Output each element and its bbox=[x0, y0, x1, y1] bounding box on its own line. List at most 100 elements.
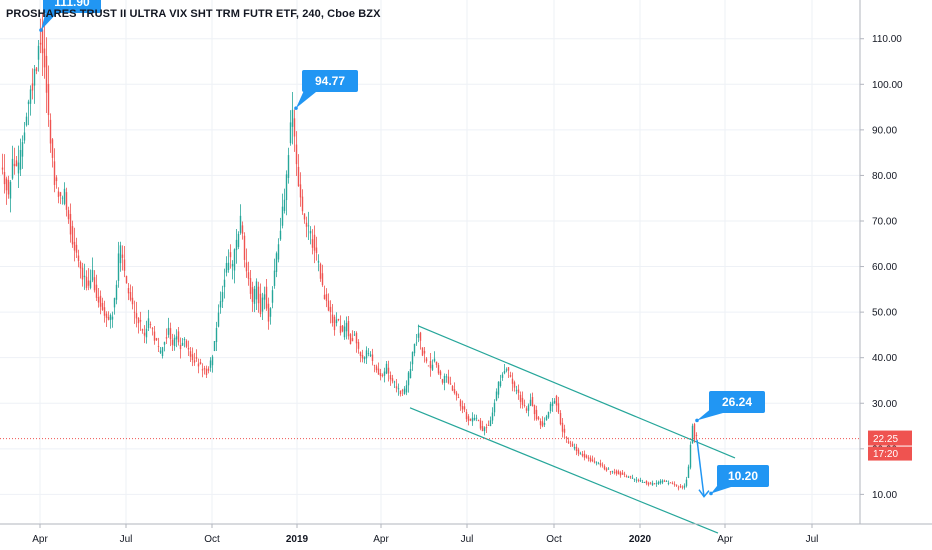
candle-body bbox=[557, 403, 560, 413]
candle-body bbox=[49, 119, 52, 144]
candle-body bbox=[535, 409, 538, 420]
candle-body bbox=[651, 482, 654, 486]
candle-body bbox=[309, 230, 312, 234]
candle-body bbox=[195, 357, 198, 359]
candle-body bbox=[3, 172, 6, 185]
candle-body bbox=[589, 457, 592, 462]
callout-box bbox=[302, 70, 358, 92]
candle-body bbox=[533, 405, 536, 415]
candle-body bbox=[657, 482, 660, 484]
candle-body bbox=[255, 281, 258, 300]
candle-body bbox=[373, 365, 376, 366]
candle-body bbox=[603, 466, 606, 470]
candle-body bbox=[673, 483, 676, 485]
y-tick-label: 70.00 bbox=[872, 216, 897, 227]
candle-body bbox=[695, 435, 698, 436]
candle-body bbox=[69, 213, 72, 235]
candle-body bbox=[541, 421, 544, 427]
candle-body bbox=[25, 116, 28, 126]
candle-body bbox=[217, 312, 220, 327]
candle-body bbox=[333, 316, 336, 331]
last-price-tag: 22.25 bbox=[868, 430, 912, 446]
candle-body bbox=[91, 269, 94, 281]
candle-body bbox=[301, 196, 304, 212]
candle-body bbox=[619, 472, 622, 476]
candle-body bbox=[659, 480, 662, 484]
candle-body bbox=[483, 427, 486, 432]
candle-body bbox=[395, 386, 398, 389]
candle-body bbox=[691, 425, 694, 444]
candle-body bbox=[63, 188, 66, 204]
candle-body bbox=[339, 325, 342, 333]
candle-body bbox=[369, 354, 372, 357]
candle-body bbox=[211, 356, 214, 366]
candle-body bbox=[125, 275, 128, 284]
y-tick-label: 90.00 bbox=[872, 125, 897, 136]
callout-anchor-dot bbox=[695, 418, 699, 423]
candle-body bbox=[319, 263, 322, 279]
candle-body bbox=[187, 347, 190, 350]
candle-body bbox=[197, 363, 200, 367]
candle-body bbox=[427, 365, 430, 367]
callout-pointer bbox=[296, 86, 316, 109]
candle-body bbox=[47, 83, 50, 116]
candle-body bbox=[199, 362, 202, 365]
candle-body bbox=[537, 417, 540, 420]
candle-body bbox=[627, 476, 630, 478]
candle-body bbox=[361, 354, 364, 359]
candle-body bbox=[545, 416, 548, 421]
candle-body bbox=[601, 464, 604, 466]
candle-body bbox=[233, 249, 236, 271]
price-callouts: 111.90 94.77 26.24 10.20 bbox=[39, 0, 769, 496]
candle-body bbox=[435, 361, 438, 365]
candle-body bbox=[433, 358, 436, 362]
candle-body bbox=[53, 161, 56, 185]
x-tick-label: Apr bbox=[717, 534, 733, 545]
candle-body bbox=[55, 177, 58, 182]
candle-body bbox=[37, 45, 40, 60]
candle-body bbox=[403, 388, 406, 395]
candle-body bbox=[571, 443, 574, 447]
candle-body bbox=[171, 339, 174, 345]
candle-body bbox=[111, 316, 114, 320]
candle-body bbox=[455, 392, 458, 396]
candle-body bbox=[635, 479, 638, 481]
candle-body bbox=[27, 101, 30, 105]
candle-body bbox=[677, 487, 680, 489]
candle-body bbox=[405, 385, 408, 393]
candle-body bbox=[295, 144, 298, 165]
candle-body bbox=[117, 253, 120, 281]
candle-body bbox=[81, 267, 84, 280]
candle-body bbox=[281, 206, 284, 226]
candle-body bbox=[499, 381, 502, 386]
candle-body bbox=[445, 376, 448, 378]
candle-body bbox=[621, 472, 624, 475]
candle-body bbox=[289, 122, 292, 144]
candle-body bbox=[525, 408, 528, 411]
candle-body bbox=[297, 166, 300, 187]
candle-body bbox=[245, 262, 248, 272]
candle-body bbox=[375, 366, 378, 371]
candle-body bbox=[473, 417, 476, 421]
candle-body bbox=[429, 361, 432, 369]
candle-body bbox=[595, 462, 598, 464]
candle-body bbox=[107, 316, 110, 320]
candle-body bbox=[575, 446, 578, 451]
candle-body bbox=[461, 406, 464, 410]
candle-body bbox=[631, 477, 634, 479]
candle-body bbox=[57, 191, 60, 197]
candle-body bbox=[223, 279, 226, 288]
candle-body bbox=[493, 402, 496, 413]
candle-body bbox=[609, 471, 612, 473]
candle-body bbox=[593, 461, 596, 463]
projection-arrow-shaft bbox=[696, 439, 705, 497]
candle-body bbox=[655, 483, 658, 485]
candle-body bbox=[135, 313, 138, 319]
candle-body bbox=[59, 192, 62, 197]
candle-body bbox=[539, 421, 542, 426]
candle-body bbox=[507, 367, 510, 371]
candle-body bbox=[653, 483, 656, 485]
candle-body bbox=[547, 411, 550, 418]
